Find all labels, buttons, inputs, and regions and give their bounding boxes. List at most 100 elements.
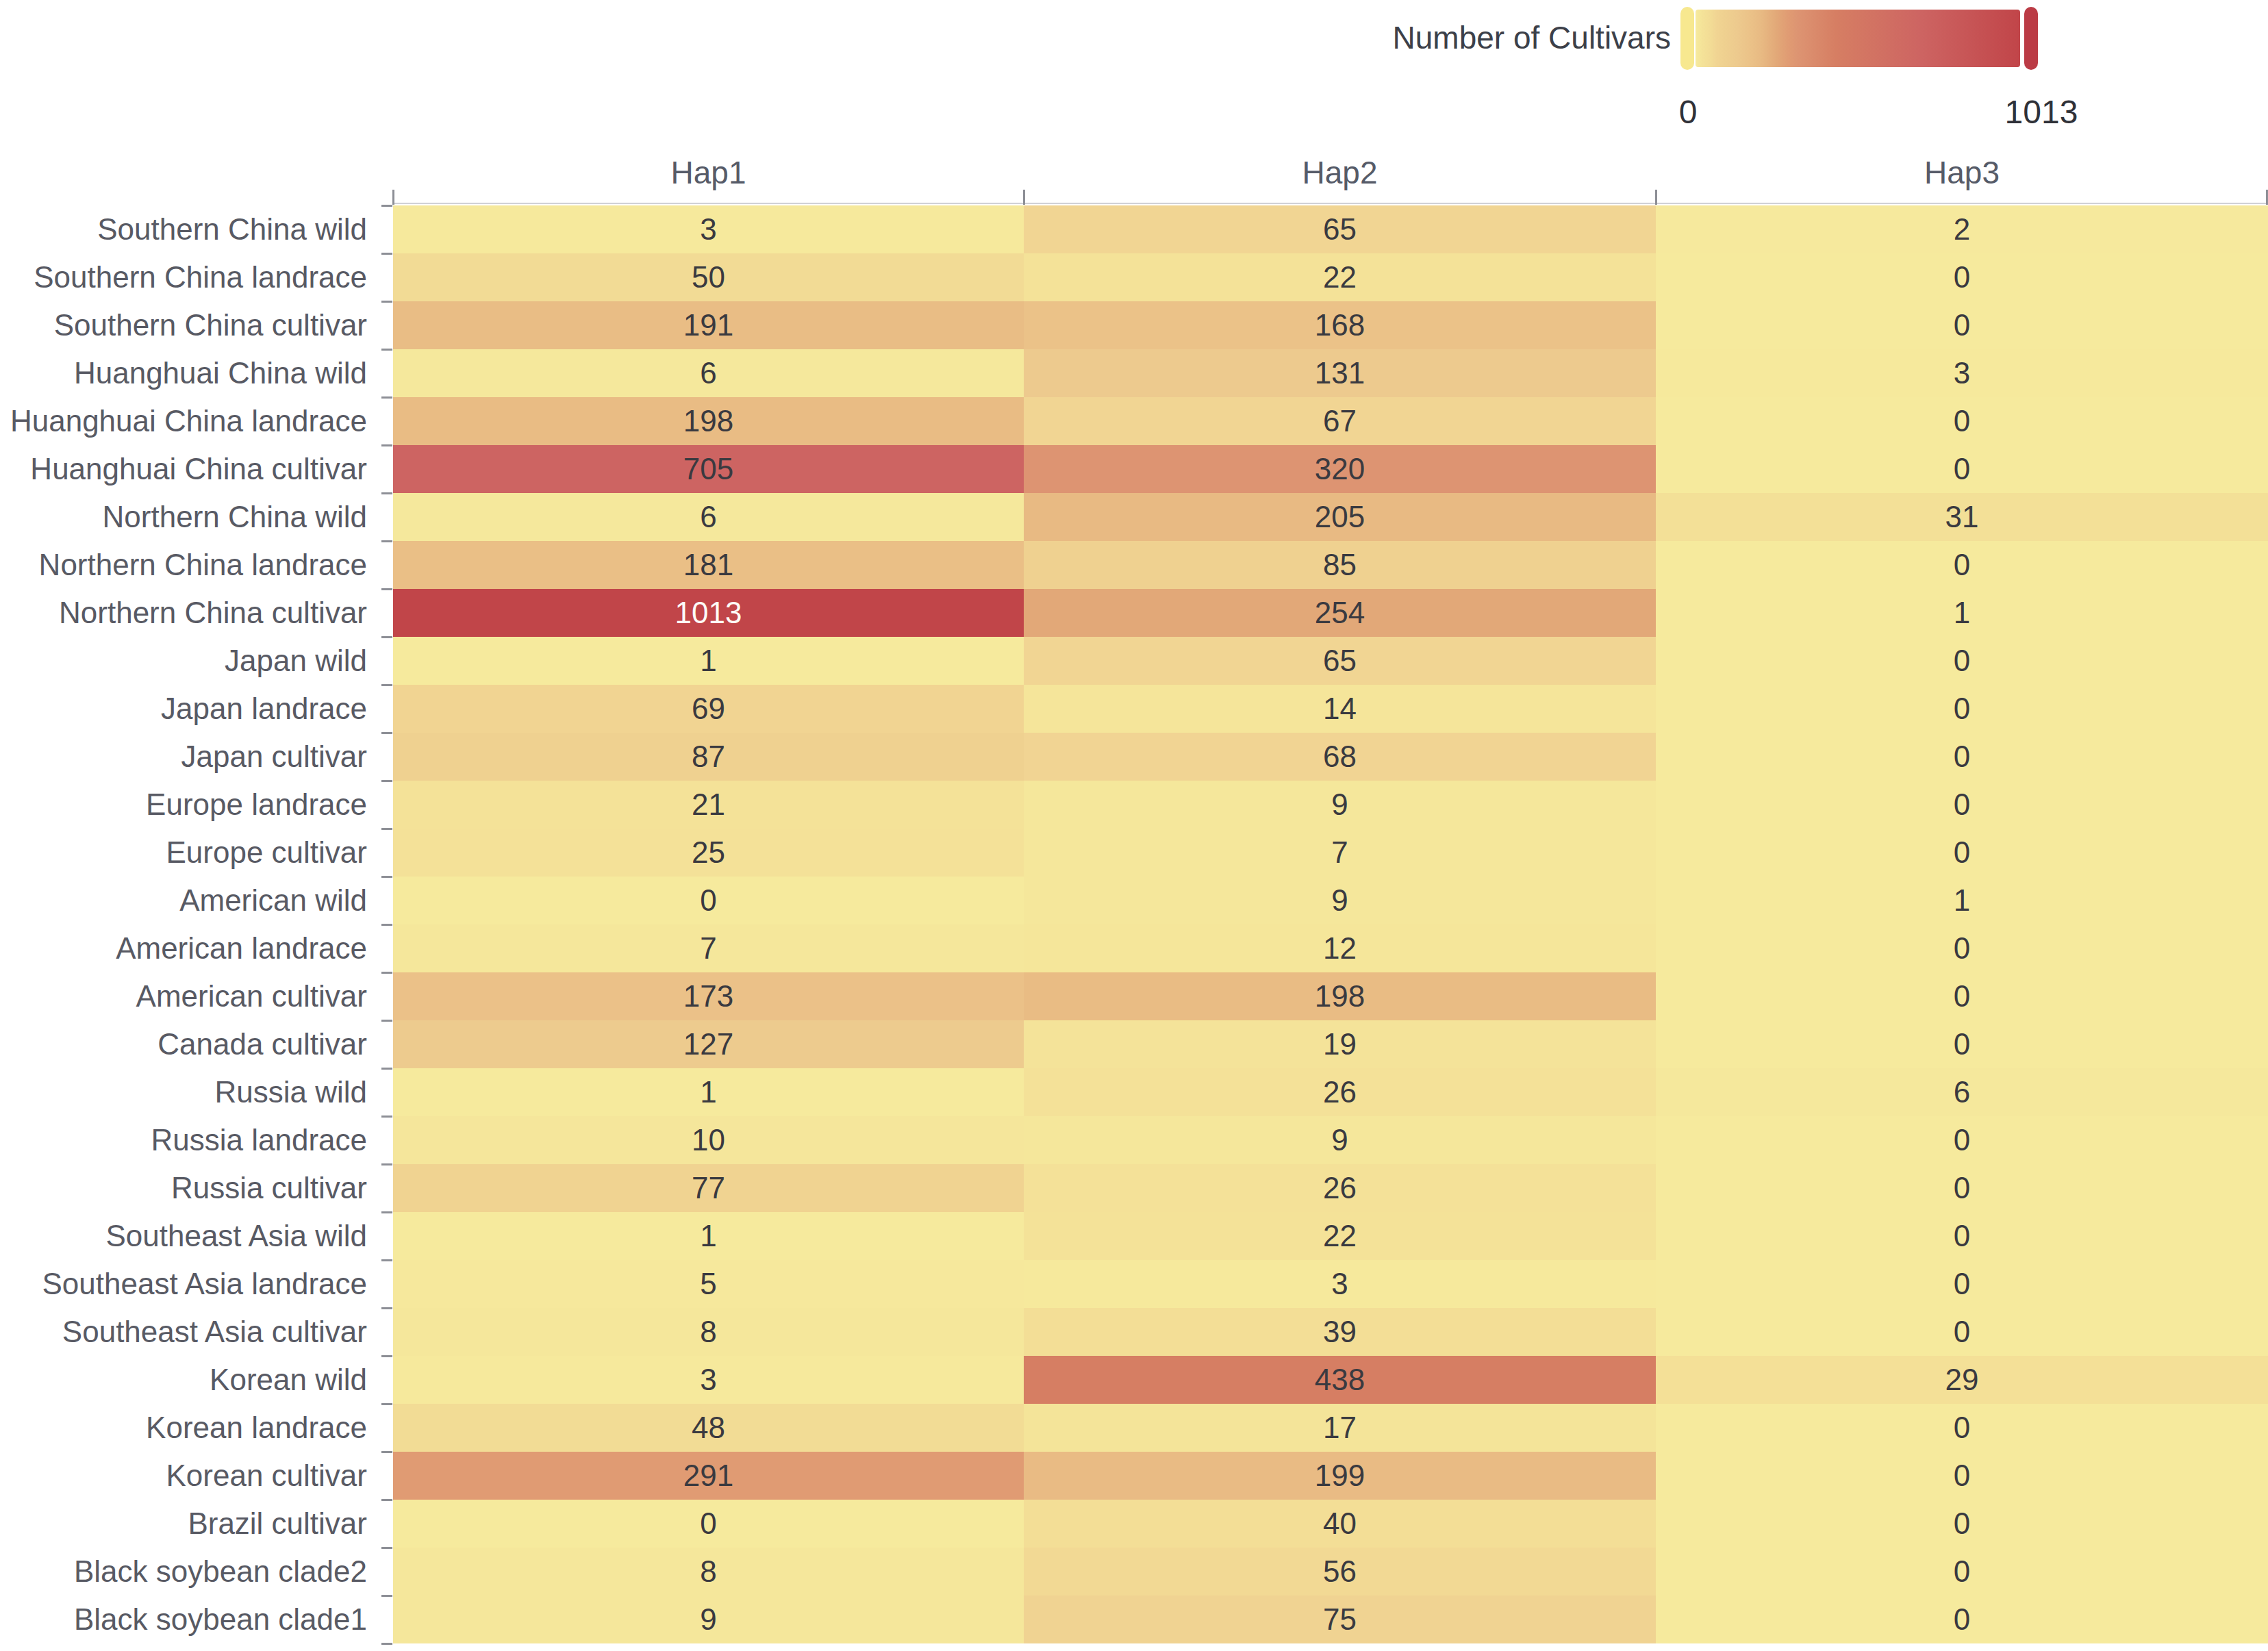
legend-min-handle[interactable] bbox=[1680, 7, 1694, 70]
top-axis-line bbox=[392, 203, 2268, 204]
heatmap-cell: 0 bbox=[1656, 685, 2268, 733]
row-label: Russia cultivar bbox=[0, 1164, 374, 1212]
left-axis-tick bbox=[381, 972, 392, 974]
heatmap-cell: 205 bbox=[1024, 493, 1656, 541]
heatmap-cell: 3 bbox=[1656, 349, 2268, 397]
row-label: Southeast Asia cultivar bbox=[0, 1308, 374, 1356]
row-label: Northern China landrace bbox=[0, 541, 374, 589]
heatmap-cell: 191 bbox=[393, 301, 1024, 349]
heatmap-cell: 199 bbox=[1024, 1452, 1656, 1500]
legend-max-handle[interactable] bbox=[2024, 7, 2038, 70]
legend-gradient-bar bbox=[1696, 10, 2020, 67]
heatmap-cell: 291 bbox=[393, 1452, 1024, 1500]
heatmap-cell: 438 bbox=[1024, 1356, 1656, 1404]
row-label: Southeast Asia wild bbox=[0, 1212, 374, 1260]
row-label: American cultivar bbox=[0, 972, 374, 1020]
heatmap-cell: 50 bbox=[393, 253, 1024, 301]
left-axis-tick bbox=[381, 732, 392, 734]
left-axis-tick bbox=[381, 253, 392, 255]
row-label: Southern China cultivar bbox=[0, 301, 374, 349]
row-label: Southern China wild bbox=[0, 205, 374, 253]
heatmap-grid: 3652502201911680613131986707053200620531… bbox=[393, 205, 2268, 1643]
heatmap-row: 50220 bbox=[393, 253, 2268, 301]
heatmap-row: 198670 bbox=[393, 397, 2268, 445]
heatmap-cell: 3 bbox=[393, 1356, 1024, 1404]
heatmap-row: 77260 bbox=[393, 1164, 2268, 1212]
heatmap-cell: 0 bbox=[1656, 1116, 2268, 1164]
heatmap-cell: 0 bbox=[1656, 781, 2268, 829]
heatmap-row: 61313 bbox=[393, 349, 2268, 397]
row-label: Brazil cultivar bbox=[0, 1500, 374, 1548]
heatmap-cell: 7 bbox=[393, 924, 1024, 972]
heatmap-cell: 65 bbox=[1024, 205, 1656, 253]
heatmap-cell: 39 bbox=[1024, 1308, 1656, 1356]
heatmap-cell: 8 bbox=[393, 1308, 1024, 1356]
heatmap-cell: 0 bbox=[1656, 1548, 2268, 1596]
heatmap-row: 8560 bbox=[393, 1548, 2268, 1596]
heatmap-cell: 168 bbox=[1024, 301, 1656, 349]
left-axis-tick bbox=[381, 1643, 392, 1645]
heatmap-cell: 29 bbox=[1656, 1356, 2268, 1404]
heatmap-cell: 0 bbox=[1656, 733, 2268, 781]
heatmap-cell: 21 bbox=[393, 781, 1024, 829]
top-axis-tick bbox=[1023, 190, 1025, 205]
row-label: American landrace bbox=[0, 924, 374, 972]
heatmap-cell: 0 bbox=[393, 877, 1024, 924]
heatmap-cell: 68 bbox=[1024, 733, 1656, 781]
heatmap-cell: 69 bbox=[393, 685, 1024, 733]
heatmap-cell: 131 bbox=[1024, 349, 1656, 397]
left-axis-tick bbox=[381, 684, 392, 686]
heatmap-cell: 173 bbox=[393, 972, 1024, 1020]
row-label: Huanghuai China cultivar bbox=[0, 445, 374, 493]
heatmap-cell: 181 bbox=[393, 541, 1024, 589]
heatmap-row: 9750 bbox=[393, 1596, 2268, 1643]
row-label: Northern China cultivar bbox=[0, 589, 374, 637]
heatmap-cell: 25 bbox=[393, 829, 1024, 877]
heatmap-cell: 17 bbox=[1024, 1404, 1656, 1452]
row-label: Russia landrace bbox=[0, 1116, 374, 1164]
left-axis-tick bbox=[381, 876, 392, 878]
heatmap-cell: 12 bbox=[1024, 924, 1656, 972]
left-axis-tick bbox=[381, 1499, 392, 1501]
heatmap-cell: 85 bbox=[1024, 541, 1656, 589]
row-label: Russia wild bbox=[0, 1068, 374, 1116]
heatmap-row: 181850 bbox=[393, 541, 2268, 589]
heatmap-cell: 1 bbox=[393, 637, 1024, 685]
heatmap-cell: 705 bbox=[393, 445, 1024, 493]
heatmap-cell: 5 bbox=[393, 1260, 1024, 1308]
heatmap-row: 1731980 bbox=[393, 972, 2268, 1020]
heatmap-cell: 9 bbox=[1024, 1116, 1656, 1164]
row-label: Japan cultivar bbox=[0, 733, 374, 781]
heatmap-row: 1650 bbox=[393, 637, 2268, 685]
row-label: Black soybean clade1 bbox=[0, 1596, 374, 1643]
row-label: Southern China landrace bbox=[0, 253, 374, 301]
row-label: Huanghuai China wild bbox=[0, 349, 374, 397]
row-label: American wild bbox=[0, 877, 374, 924]
heatmap-cell: 22 bbox=[1024, 253, 1656, 301]
legend-max-label: 1013 bbox=[1980, 93, 2103, 131]
heatmap-row: 10132541 bbox=[393, 589, 2268, 637]
heatmap-cell: 67 bbox=[1024, 397, 1656, 445]
heatmap-cell: 127 bbox=[393, 1020, 1024, 1068]
left-axis-tick bbox=[381, 1259, 392, 1261]
left-axis-tick bbox=[381, 205, 392, 207]
heatmap-cell: 198 bbox=[393, 397, 1024, 445]
heatmap-cell: 87 bbox=[393, 733, 1024, 781]
heatmap-cell: 3 bbox=[1024, 1260, 1656, 1308]
heatmap-cell: 26 bbox=[1024, 1068, 1656, 1116]
left-axis-tick bbox=[381, 1068, 392, 1070]
heatmap-cell: 9 bbox=[1024, 877, 1656, 924]
heatmap-cell: 19 bbox=[1024, 1020, 1656, 1068]
heatmap-cell: 254 bbox=[1024, 589, 1656, 637]
heatmap-cell: 0 bbox=[1656, 1164, 2268, 1212]
row-label: Southeast Asia landrace bbox=[0, 1260, 374, 1308]
row-label: Korean wild bbox=[0, 1356, 374, 1404]
heatmap-cell: 0 bbox=[1656, 301, 2268, 349]
heatmap-row: 1090 bbox=[393, 1116, 2268, 1164]
legend-min-label: 0 bbox=[1671, 93, 1705, 131]
heatmap-cell: 0 bbox=[1656, 1308, 2268, 1356]
left-axis-tick bbox=[381, 1355, 392, 1357]
heatmap-cell: 0 bbox=[1656, 972, 2268, 1020]
heatmap-cell: 0 bbox=[1656, 1212, 2268, 1260]
heatmap-cell: 0 bbox=[1656, 924, 2268, 972]
